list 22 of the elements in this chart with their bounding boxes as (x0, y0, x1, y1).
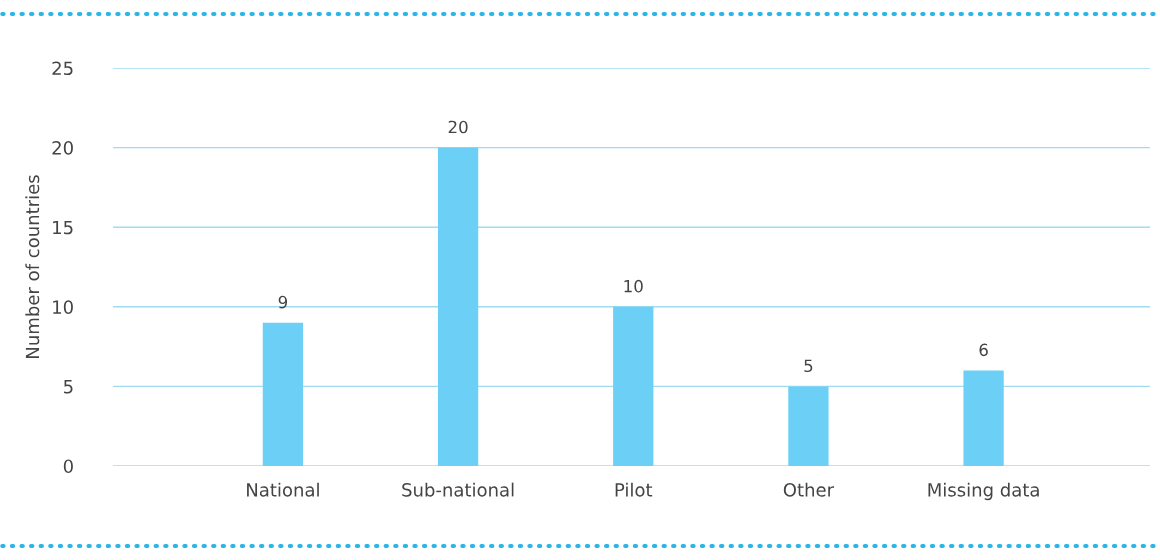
bar (437, 147, 479, 466)
y-tick-label: 25 (52, 61, 73, 76)
bar (963, 370, 1004, 466)
data-label: 5 (804, 359, 813, 373)
x-tick-label: Missing data (928, 482, 1039, 501)
bar (262, 322, 304, 466)
y-tick-label: 10 (53, 300, 73, 314)
y-tick-label: 0 (63, 459, 73, 474)
data-label: 9 (278, 295, 288, 309)
y-tick-label: 5 (64, 380, 73, 394)
x-tick-label: Sub-national (402, 482, 514, 497)
x-tick-label: National (247, 482, 319, 497)
bar (613, 306, 654, 466)
data-label: 6 (979, 343, 988, 357)
x-tick-label: Other (783, 482, 835, 497)
y-tick-label: 20 (52, 141, 73, 155)
bar (788, 386, 829, 466)
data-label: 10 (624, 279, 643, 293)
data-label: 20 (448, 120, 468, 134)
y-axis-title: Number of countries (25, 175, 40, 358)
x-tick-label: Pilot (615, 482, 653, 497)
y-tick-label: 15 (53, 220, 73, 235)
